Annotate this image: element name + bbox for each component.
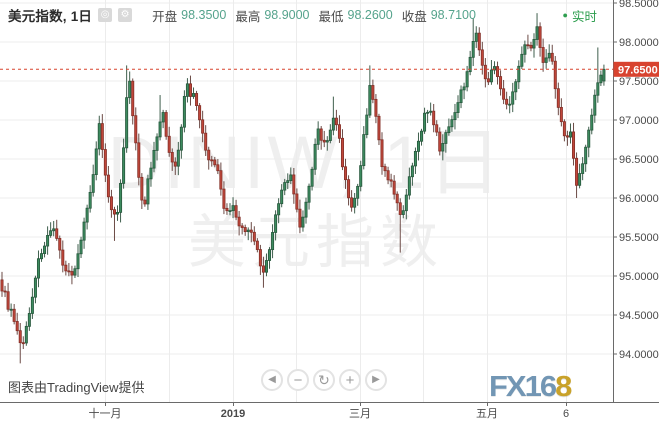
- price-tick-label: 95.0000: [619, 271, 659, 283]
- time-tick-label: 五月: [476, 408, 498, 420]
- price-tick-label: 98.0000: [619, 37, 659, 49]
- realtime-status: ● 实时: [563, 6, 597, 25]
- price-tick-label: 94.5000: [619, 310, 659, 322]
- price-tick-label: 95.5000: [619, 232, 659, 244]
- price-tick-label: 97.5000: [619, 76, 659, 88]
- time-tick-label: 6: [563, 408, 569, 420]
- high-pair: 最高 98.9000: [235, 6, 309, 25]
- realtime-dot-icon: ●: [562, 10, 568, 20]
- fx168-logo-gold: 8: [555, 370, 572, 403]
- scroll-right-button[interactable]: ▶: [365, 369, 387, 391]
- scroll-left-button[interactable]: ◀: [261, 369, 283, 391]
- tradingview-attribution[interactable]: 图表由TradingView提供: [8, 380, 145, 395]
- last-price-badge-text: 97.6500: [618, 64, 658, 76]
- watermark-name: 美元指数: [188, 210, 444, 275]
- low-value: 98.2600: [347, 8, 393, 22]
- reset-view-button[interactable]: ↻: [313, 369, 335, 391]
- open-value: 98.3500: [181, 8, 227, 22]
- chart-header: 美元指数, 1日 ◎ ⚙ 开盘 98.3500 最高 98.9000 最低 98…: [8, 5, 476, 25]
- last-price-badge: [613, 61, 659, 77]
- time-tick-label: 三月: [349, 408, 371, 420]
- low-pair: 最低 98.2600: [319, 6, 393, 25]
- high-value: 98.9000: [264, 8, 310, 22]
- close-value: 98.7100: [430, 8, 476, 22]
- price-tick-label: 96.5000: [619, 154, 659, 166]
- ohlc-readout: 开盘 98.3500 最高 98.9000 最低 98.2600 收盘 98.7…: [152, 6, 476, 25]
- gear-icon[interactable]: ⚙: [118, 8, 133, 22]
- zoom-out-button[interactable]: −: [287, 369, 309, 391]
- price-tick-label: 94.0000: [619, 349, 659, 361]
- realtime-label: 实时: [571, 10, 597, 24]
- symbol-title: 美元指数, 1日: [8, 9, 93, 24]
- watermark-symbol: DINIW, 1日: [107, 121, 504, 204]
- fx168-logo-blue: FX16: [489, 370, 557, 403]
- high-label: 最高: [235, 9, 261, 24]
- low-label: 最低: [318, 9, 344, 24]
- open-label: 开盘: [152, 9, 178, 24]
- time-tick-label: 十一月: [89, 406, 122, 420]
- chart-nav-buttons: ◀ − ↻ + ▶: [261, 369, 387, 391]
- fx168-logo: FX168: [489, 370, 572, 403]
- price-tick-label: 97.0000: [619, 115, 659, 127]
- open-pair: 开盘 98.3500: [152, 6, 226, 25]
- zoom-in-button[interactable]: +: [339, 369, 361, 391]
- price-tick-label: 96.0000: [619, 193, 659, 205]
- visibility-icon[interactable]: ◎: [98, 8, 113, 22]
- close-pair: 收盘 98.7100: [402, 6, 476, 25]
- price-tick-label: 98.5000: [619, 0, 659, 10]
- close-label: 收盘: [401, 9, 427, 24]
- time-tick-label: 2019: [221, 408, 245, 420]
